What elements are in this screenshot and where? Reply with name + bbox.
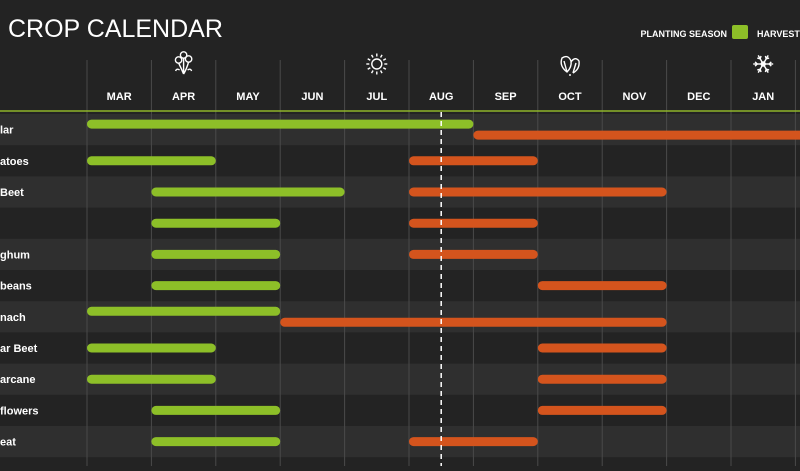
harvest-bar [409,156,538,166]
month-label: JAN [752,91,774,103]
crop-label: lar [0,125,14,137]
planting-bar [151,405,281,415]
autumn-leaves-icon [560,55,580,76]
harvest-bar [409,218,538,228]
crop-label: eat [0,437,16,449]
planting-bar [87,343,216,353]
month-labels: MAR APR MAY JUN JUL AUG SEP OCT NOV DEC JAN [107,91,775,103]
crop-label: ghum [0,249,30,261]
harvest-bar [280,317,667,327]
harvest-bar [409,187,667,197]
season-bars [87,119,800,447]
harvest-bar [409,437,538,447]
crop-label: Beet [0,187,24,199]
planting-bar [151,281,281,291]
planting-bar [87,119,474,129]
harvest-bar [537,374,667,384]
month-label: JUN [301,91,323,103]
row-band [0,176,800,208]
chart-title: CROP CALENDAR [8,15,223,43]
planting-bar [151,187,345,197]
planting-bar [87,156,216,166]
season-icons [174,51,774,76]
crop-labels: lar atoes Beet ghum beans nach ar Beet arcane fl… [0,125,39,449]
legend-label-harvest: HARVEST [757,29,800,39]
month-label: MAR [107,91,132,103]
crop-label: atoes [0,156,29,168]
month-label: SEP [495,91,517,103]
planting-bar [151,437,281,447]
month-label: OCT [558,91,582,103]
legend-swatch-planting [732,25,748,39]
legend: PLANTING SEASON HARVEST [640,25,800,39]
winter-snowflake-icon [753,54,774,74]
month-label: NOV [622,91,647,103]
planting-bar [151,218,281,228]
crop-label: flowers [0,405,39,417]
planting-bar [87,374,216,384]
crop-label: nach [0,312,26,324]
row-band [0,301,800,333]
harvest-bar [473,130,800,140]
crop-label: beans [0,281,32,293]
harvest-bar [409,249,538,259]
row-band [0,426,800,458]
harvest-bar [537,281,667,291]
month-label: MAY [236,91,260,103]
summer-sun-icon [366,53,388,75]
harvest-bar [537,343,667,353]
row-band [0,238,800,270]
spring-flower-icon [174,51,193,75]
crop-label: arcane [0,374,35,386]
row-band [0,114,800,146]
month-label: APR [172,91,195,103]
legend-label-planting: PLANTING SEASON [640,29,727,39]
harvest-bar [537,405,667,415]
month-label: JUL [366,91,387,103]
month-label: DEC [687,91,710,103]
month-label: AUG [429,91,453,103]
planting-bar [87,306,281,316]
planting-bar [151,249,281,259]
crop-label: ar Beet [0,343,38,355]
